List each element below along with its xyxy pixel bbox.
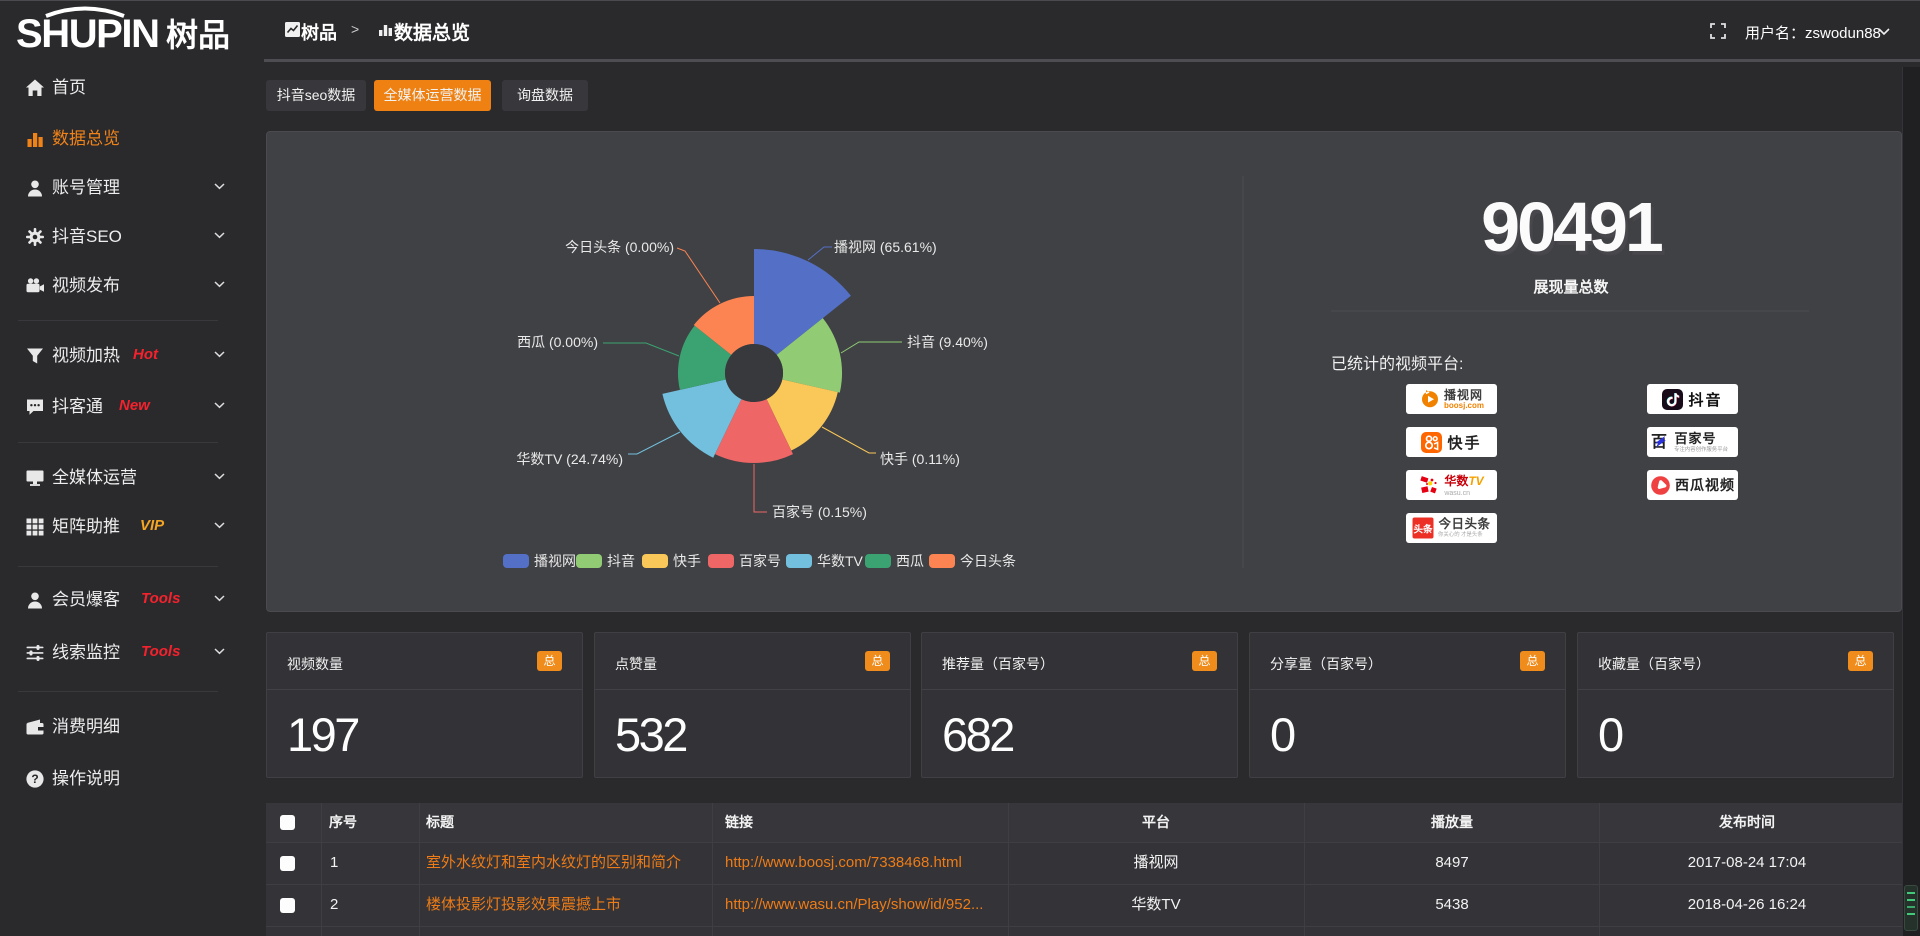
svg-text:树品: 树品 [166,17,230,51]
svg-text:今日头条 (0.00%): 今日头条 (0.00%) [565,239,674,255]
svg-text:SHUPIN: SHUPIN [17,12,160,51]
svg-text:快手 (0.11%): 快手 (0.11%) [880,451,960,467]
svg-text:西瓜: 西瓜 [896,553,924,569]
svg-text:?: ? [31,772,38,786]
svg-text:百家号 (0.15%): 百家号 (0.15%) [772,504,867,520]
svg-text:抖音 (9.40%): 抖音 (9.40%) [907,334,988,350]
svg-text:播视网 (65.61%): 播视网 (65.61%) [834,239,937,255]
svg-text:华数TV (24.74%): 华数TV (24.74%) [516,451,623,467]
svg-text:播视网: 播视网 [534,553,576,569]
svg-text:头条: 头条 [1414,524,1434,536]
svg-text:华数TV: 华数TV [817,553,864,569]
svg-text:抖音: 抖音 [607,553,635,569]
svg-text:百家号: 百家号 [739,553,781,569]
svg-text:今日头条: 今日头条 [960,553,1016,569]
svg-text:快手: 快手 [673,553,701,569]
svg-text:西瓜 (0.00%): 西瓜 (0.00%) [517,334,598,350]
